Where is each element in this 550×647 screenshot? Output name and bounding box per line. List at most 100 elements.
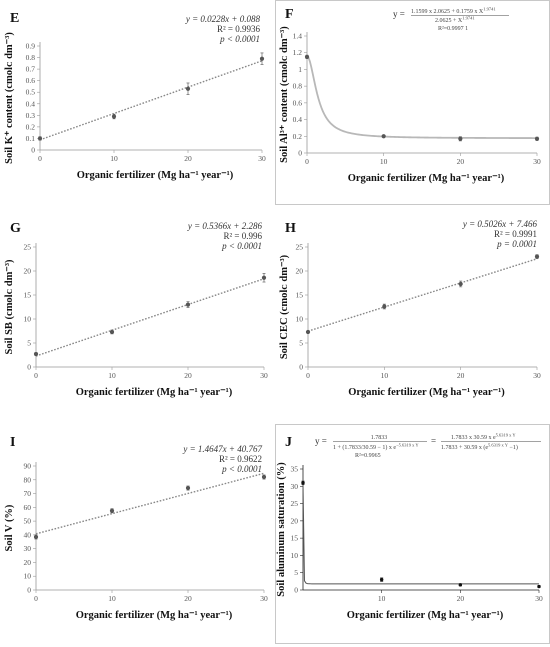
- equation-line: p < 0.0001: [221, 241, 262, 251]
- equation-line: y = 1.4647x + 40.767: [182, 444, 262, 454]
- y-tick-label: 0.2: [293, 132, 303, 141]
- y-axis-label: Soil aluminum saturation (%): [276, 462, 287, 597]
- equation-line: y = 0.5366x + 2.286: [187, 221, 263, 231]
- y-tick-label: 50: [24, 517, 32, 526]
- y-tick-label: 0.4: [26, 99, 36, 108]
- y-tick-label: 35: [291, 465, 299, 474]
- fit-line-H: [307, 258, 538, 332]
- data-point: [33, 534, 39, 540]
- fit-line-I: [35, 472, 265, 535]
- chart-svg-I: 0 10 20 30 40 50 60 70 80 90 0 10 20 30 I Organic ferti…: [4, 435, 268, 621]
- chart-panel-J: 0 5 10 15 20 25 30 35 10 20 30 J Organic fertilizer …: [275, 424, 550, 644]
- equation-line: p < 0.0001: [219, 34, 260, 44]
- panel-letter-I: I: [10, 435, 15, 450]
- equation-term1-numerator: 1.7833: [371, 435, 388, 441]
- equation-line: y = 0.0228x + 0.088: [185, 14, 261, 24]
- y-tick-label: 30: [291, 482, 299, 491]
- y-tick-label: 25: [291, 499, 299, 508]
- equation-numerator: 1.1599 x 2.0625 + 0.1759 x X1.9741: [411, 7, 496, 16]
- data-point: [304, 54, 310, 59]
- x-tick-label: 30: [260, 594, 268, 603]
- data-point: [109, 329, 115, 335]
- y-tick-label: 20: [291, 516, 299, 525]
- y-tick-label: 60: [24, 503, 32, 512]
- y-tick-label: 40: [24, 530, 32, 539]
- y-tick-label: 20: [24, 558, 32, 567]
- x-axis-label: Organic fertilizer (Mg ha⁻¹ year⁻¹): [77, 170, 234, 181]
- data-point: [534, 136, 540, 141]
- equation-term2-denominator: 1.7833 + 30.59 x (e5.6319 x Y −1): [441, 443, 518, 452]
- x-tick-label: 0: [34, 594, 38, 603]
- y-axis-label: Soil CEC (cmolᴄ dm⁻³): [279, 254, 290, 359]
- chart-panel-G: 0 5 10 15 20 25 0 10 20 30 G Organic fertilizer (Mg…: [0, 210, 275, 418]
- x-tick-label: 0: [34, 371, 38, 380]
- y-axis-label: Soil K⁺ content (cmolᴄ dm⁻³): [4, 32, 15, 164]
- y-tick-label: 5: [299, 339, 303, 348]
- chart-panel-E: 0 0.1 0.2 0.3 0.4 0.5 0.6 0.7 0.8 0.9 0 10 20 30 E Orga…: [0, 0, 275, 205]
- x-tick-label: 10: [108, 594, 116, 603]
- equation-line: p = 0.0001: [496, 239, 537, 249]
- x-tick-label: 0: [305, 157, 309, 166]
- x-axis-label: Organic fertilizer (Mg ha⁻¹ year⁻¹): [348, 387, 505, 398]
- panel-letter-E: E: [10, 11, 19, 26]
- equation-line: R² = 0.9991: [494, 229, 537, 239]
- y-tick-label: 1.2: [293, 48, 303, 57]
- equation-block-F: y = 1.1599 x 2.0625 + 0.1759 x X1.97412.0…: [393, 7, 509, 32]
- y-tick-label: 25: [296, 243, 304, 252]
- y-tick-label: 70: [24, 489, 32, 498]
- y-tick-label: 20: [296, 267, 304, 276]
- y-tick-label: 0.3: [26, 111, 36, 120]
- y-tick-label: 15: [296, 291, 304, 300]
- y-tick-label: 15: [24, 291, 32, 300]
- x-tick-label: 30: [533, 157, 541, 166]
- x-tick-label: 20: [457, 157, 465, 166]
- data-point: [537, 584, 541, 589]
- y-tick-label: 10: [291, 551, 299, 560]
- data-point: [379, 577, 384, 582]
- equation-line: y = 0.5026x + 7.466: [462, 219, 538, 229]
- y-tick-label: 0.2: [26, 122, 36, 131]
- x-tick-label: 30: [535, 594, 543, 603]
- y-tick-label: 0: [294, 586, 298, 595]
- y-tick-label: 10: [296, 315, 304, 324]
- y-tick-label: 30: [24, 544, 32, 553]
- fit-line-G: [35, 278, 265, 357]
- equation-line: p < 0.0001: [221, 464, 262, 474]
- x-tick-label: 0: [306, 371, 310, 380]
- y-tick-label: 0: [299, 363, 303, 372]
- y-axis-label: Soil SB (cmolᴄ dm⁻³): [4, 259, 15, 354]
- y-tick-label: 0.5: [26, 88, 36, 97]
- data-point: [458, 583, 463, 587]
- x-tick-label: 30: [258, 154, 266, 163]
- x-tick-label: 20: [184, 154, 192, 163]
- equation-block-J: y = 1.7833 1 + (1.7833/30.59 − 1) x e−5.63…: [315, 433, 541, 459]
- y-tick-label: 0.9: [26, 42, 36, 51]
- chart-svg-E: 0 0.1 0.2 0.3 0.4 0.5 0.6 0.7 0.8 0.9 0 10 20 30 E Orga…: [4, 11, 266, 181]
- data-point: [301, 481, 305, 485]
- y-tick-label: 0.4: [293, 115, 303, 124]
- chart-svg-J: 0 5 10 15 20 25 30 35 10 20 30 J Organic fertilizer …: [275, 424, 550, 644]
- panel-letter-F: F: [285, 7, 294, 22]
- x-tick-label: 10: [110, 154, 118, 163]
- data-point: [111, 114, 117, 119]
- x-tick-label: 10: [381, 371, 389, 380]
- chart-svg-H: 0 5 10 15 20 25 0 10 20 30 H Organic fertilizer (Mg…: [279, 219, 541, 398]
- panel-letter-G: G: [10, 221, 21, 236]
- data-point: [382, 304, 387, 309]
- x-axis-label: Organic fertilizer (Mg ha⁻¹ year⁻¹): [76, 610, 233, 621]
- x-tick-label: 20: [457, 371, 465, 380]
- x-tick-label: 10: [378, 594, 386, 603]
- x-tick-label: 30: [260, 371, 268, 380]
- equation-line: R² = 0.9936: [217, 24, 261, 34]
- x-tick-label: 20: [184, 371, 192, 380]
- data-point: [109, 508, 115, 513]
- y-tick-label: 0: [31, 146, 35, 155]
- chart-svg-G: 0 5 10 15 20 25 0 10 20 30 G Organic fertilizer (Mg…: [4, 221, 268, 398]
- x-tick-label: 10: [108, 371, 116, 380]
- x-tick-label: 20: [457, 594, 465, 603]
- equation-lhs: y =: [315, 436, 327, 446]
- y-tick-label: 10: [24, 315, 32, 324]
- data-point: [305, 329, 311, 335]
- data-point: [37, 136, 43, 141]
- x-axis-label: Organic fertilizer (Mg ha⁻¹ year⁻¹): [76, 387, 233, 398]
